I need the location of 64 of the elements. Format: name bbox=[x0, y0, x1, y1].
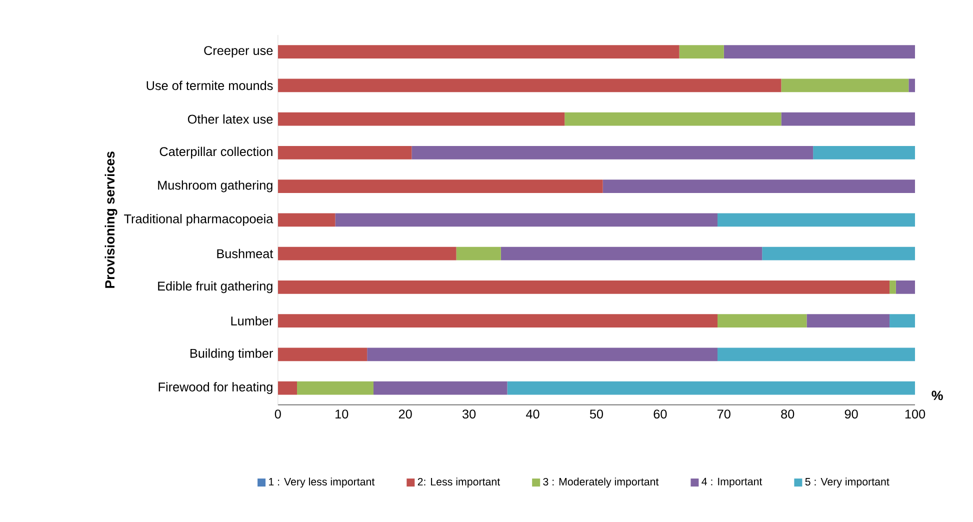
y-tick-label: Mushroom gathering bbox=[158, 180, 272, 192]
y-tick-label: Firewood for heating bbox=[158, 382, 272, 394]
x-tick-label: 70 bbox=[717, 410, 730, 419]
bar bbox=[278, 280, 890, 294]
bar bbox=[335, 213, 718, 227]
bar bbox=[373, 381, 508, 395]
bar bbox=[412, 146, 814, 160]
legend-label: 3 : Moderately important bbox=[543, 478, 659, 488]
bar bbox=[367, 348, 718, 362]
bar bbox=[564, 112, 782, 126]
y-tick-label: Caterpillar collection bbox=[160, 146, 272, 159]
x-tick-label: 20 bbox=[398, 410, 412, 419]
bar bbox=[762, 246, 916, 260]
bar bbox=[896, 280, 916, 294]
x-tick-label: 50 bbox=[590, 410, 604, 419]
legend-label: 2: Less important bbox=[418, 478, 500, 488]
x-tick-label: 80 bbox=[781, 410, 794, 419]
bar bbox=[908, 78, 916, 92]
bar bbox=[781, 78, 909, 92]
y-tick-label: Lumber bbox=[231, 316, 273, 326]
x-tick-label: 90 bbox=[844, 410, 858, 419]
bar bbox=[500, 246, 762, 260]
bar bbox=[718, 314, 807, 328]
bar bbox=[278, 213, 336, 227]
x-tick-label: 60 bbox=[654, 410, 667, 419]
x-tick-label: 100 bbox=[905, 410, 926, 419]
y-tick-label: Use of termite mounds bbox=[146, 80, 273, 90]
bar bbox=[278, 45, 680, 59]
bar bbox=[890, 280, 896, 294]
y-tick-label: Bushmeat bbox=[217, 248, 274, 258]
y-tick-label: Edible fruit gathering bbox=[158, 281, 272, 294]
bar bbox=[602, 180, 916, 194]
x-tick-label: 10 bbox=[336, 410, 348, 419]
y-tick-label: Other latex use bbox=[188, 114, 273, 124]
bar bbox=[278, 381, 298, 395]
bar bbox=[890, 314, 916, 328]
bar bbox=[297, 381, 374, 395]
bar bbox=[718, 348, 916, 362]
y-axis-title: Provisioning services bbox=[104, 152, 118, 288]
bar bbox=[456, 246, 501, 260]
bar bbox=[278, 146, 412, 160]
bar bbox=[278, 246, 456, 260]
y-tick-label: Building timber bbox=[190, 348, 273, 360]
bar bbox=[278, 180, 603, 194]
bar bbox=[278, 314, 718, 328]
legend-label: 5 : Very important bbox=[805, 478, 890, 488]
legend-label: 4 : Important bbox=[702, 478, 762, 488]
bar bbox=[278, 78, 782, 92]
legend-label: 1 : Very less important bbox=[269, 478, 375, 488]
bar bbox=[679, 45, 724, 59]
x-tick-label: 0 bbox=[274, 410, 281, 419]
bar bbox=[806, 314, 890, 328]
bar bbox=[278, 112, 565, 126]
bar bbox=[813, 146, 916, 160]
bar bbox=[278, 348, 368, 362]
bar bbox=[781, 112, 916, 126]
y-tick-label: Creeper use bbox=[204, 46, 273, 58]
x-tick-label: 40 bbox=[526, 410, 540, 419]
bar bbox=[724, 45, 916, 59]
y-tick-label: Traditional pharmacopoeia bbox=[124, 214, 274, 226]
x-tick-label: 30 bbox=[462, 410, 476, 419]
bar bbox=[507, 381, 916, 395]
bar bbox=[718, 213, 916, 227]
x-axis-title: % bbox=[932, 390, 943, 400]
